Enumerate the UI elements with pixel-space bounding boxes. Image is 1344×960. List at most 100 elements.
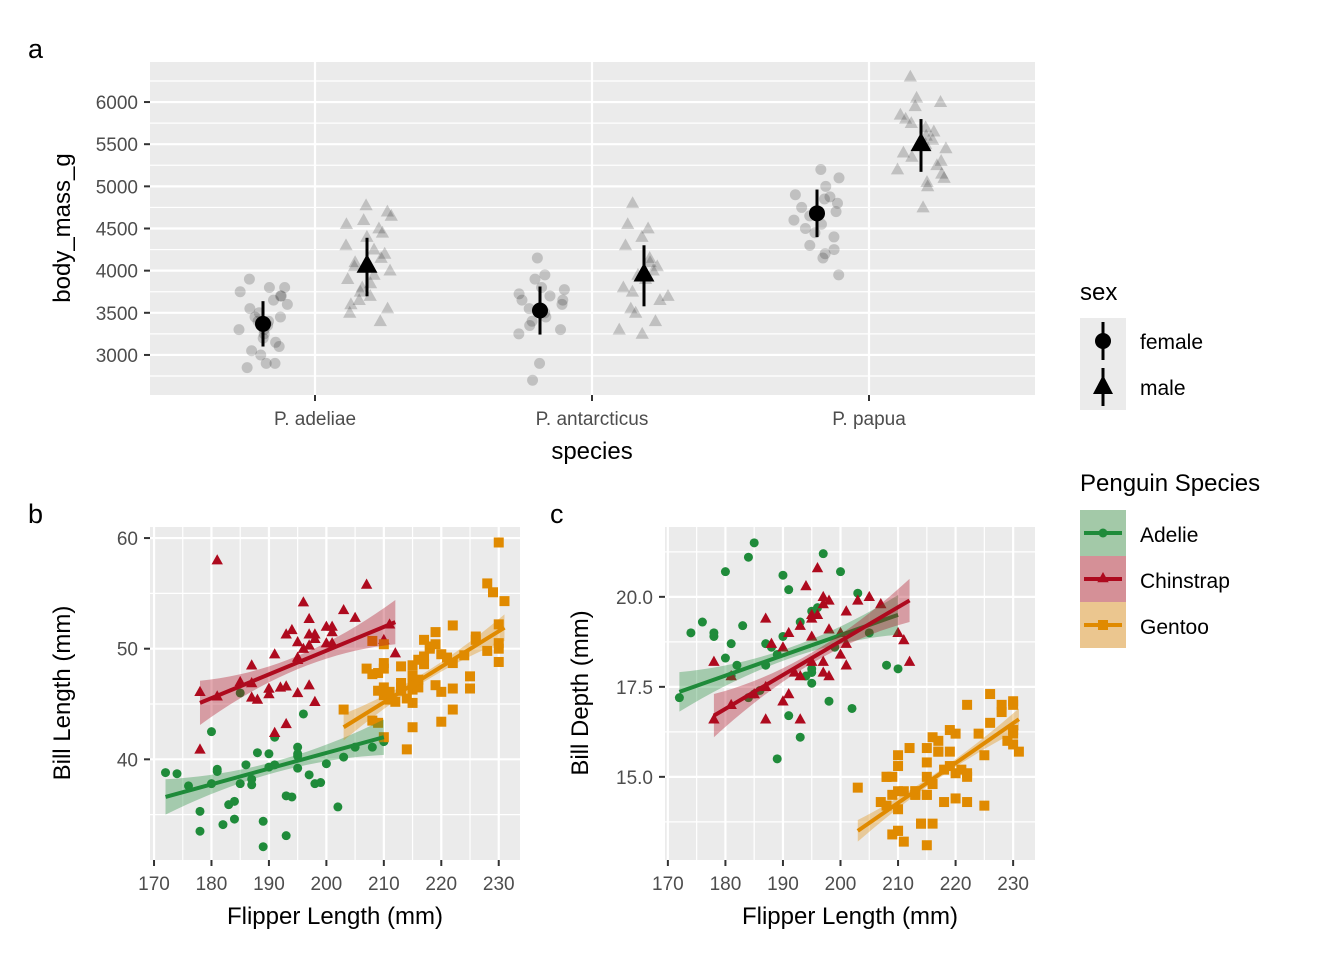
legend-key-square-icon xyxy=(1098,620,1108,630)
data-point-gentoo xyxy=(875,797,886,808)
data-point-chinstrap xyxy=(303,679,315,690)
panel-tag-b: b xyxy=(28,499,43,529)
data-point-adelie xyxy=(778,570,788,580)
data-point-gentoo xyxy=(419,659,430,670)
data-point-female xyxy=(558,284,570,296)
data-point-female xyxy=(274,311,286,323)
data-point-male xyxy=(348,255,362,268)
mean-marker-female xyxy=(255,315,271,332)
data-point-adelie xyxy=(784,585,794,595)
data-point-adelie xyxy=(726,639,736,649)
data-point-male xyxy=(629,305,643,318)
data-point-gentoo xyxy=(373,685,384,696)
data-point-gentoo xyxy=(893,825,904,836)
data-point-chinstrap xyxy=(280,717,292,729)
data-point-gentoo xyxy=(493,537,504,548)
data-point-gentoo xyxy=(985,717,996,728)
data-point-male xyxy=(643,251,657,263)
data-point-adelie xyxy=(732,660,742,670)
data-point-female xyxy=(817,252,829,264)
data-point-male xyxy=(359,198,373,211)
data-point-male xyxy=(903,69,917,82)
data-point-adelie xyxy=(836,567,846,577)
data-point-gentoo xyxy=(436,649,447,660)
data-point-adelie xyxy=(367,742,377,752)
data-point-adelie xyxy=(172,769,182,779)
data-point-male xyxy=(625,196,640,209)
data-point-gentoo xyxy=(442,652,453,663)
data-point-female xyxy=(281,298,293,310)
data-point-adelie xyxy=(212,766,222,776)
data-point-adelie xyxy=(743,552,753,562)
data-point-adelie xyxy=(161,768,171,778)
data-point-gentoo xyxy=(493,638,504,649)
data-point-chinstrap xyxy=(280,680,292,691)
data-point-adelie xyxy=(772,754,782,764)
data-point-chinstrap xyxy=(783,688,795,699)
y-tick-label: 4500 xyxy=(96,220,138,241)
data-point-gentoo xyxy=(852,782,863,793)
data-point-chinstrap xyxy=(268,648,281,659)
data-point-adelie xyxy=(195,806,205,816)
y-tick-label: 3000 xyxy=(96,346,138,367)
data-point-gentoo xyxy=(950,768,961,779)
data-point-male xyxy=(643,255,657,268)
data-point-gentoo xyxy=(898,786,909,797)
legend-key-circle-icon xyxy=(1098,528,1108,538)
data-point-chinstrap xyxy=(360,578,373,589)
data-point-adelie xyxy=(258,816,268,826)
x-tick-label: 200 xyxy=(825,874,857,895)
data-point-gentoo xyxy=(459,650,470,661)
sex-legend-title: sex xyxy=(1080,279,1117,306)
data-point-gentoo xyxy=(927,779,938,790)
data-point-gentoo xyxy=(1013,746,1024,757)
data-point-male xyxy=(357,213,371,225)
data-point-gentoo xyxy=(887,789,898,800)
data-point-chinstrap xyxy=(811,562,824,573)
species-legend: Penguin Species Adelie Chinstrap Gentoo xyxy=(1080,470,1260,648)
data-point-female xyxy=(815,163,827,175)
data-point-gentoo xyxy=(921,743,932,754)
data-point-male xyxy=(648,314,663,327)
data-point-adelie xyxy=(235,688,245,698)
data-point-gentoo xyxy=(384,686,395,697)
data-point-adelie xyxy=(818,549,828,559)
data-point-chinstrap xyxy=(817,666,829,677)
data-point-female xyxy=(241,362,253,374)
data-point-chinstrap xyxy=(817,655,829,666)
data-point-adelie xyxy=(674,693,684,703)
data-point-gentoo xyxy=(378,663,389,674)
data-point-female xyxy=(263,282,275,294)
data-point-female xyxy=(234,286,246,298)
legend-label-male: male xyxy=(1140,377,1186,400)
mean-marker-male xyxy=(633,262,655,282)
data-point-female xyxy=(819,248,831,260)
data-point-chinstrap xyxy=(291,636,304,647)
data-point-male xyxy=(905,149,919,162)
data-point-female xyxy=(246,345,258,357)
data-point-chinstrap xyxy=(326,626,338,637)
data-point-female xyxy=(824,191,836,203)
data-point-gentoo xyxy=(893,750,904,761)
data-point-female xyxy=(526,315,538,327)
data-point-female xyxy=(799,223,811,234)
data-point-female xyxy=(820,180,832,192)
x-tick-label: 170 xyxy=(138,874,170,895)
data-point-male xyxy=(343,305,357,318)
data-point-male xyxy=(363,288,377,301)
data-point-gentoo xyxy=(933,746,944,757)
data-point-adelie xyxy=(195,826,205,836)
regression-line-chinstrap xyxy=(199,620,397,705)
data-point-gentoo xyxy=(962,699,973,710)
data-point-gentoo xyxy=(921,789,932,800)
mean-marker-male xyxy=(910,132,932,152)
data-point-gentoo xyxy=(401,744,412,755)
legend-key-triangle-icon xyxy=(1097,572,1109,583)
data-point-adelie xyxy=(293,763,303,773)
species-legend-title: Penguin Species xyxy=(1080,470,1260,497)
data-point-female xyxy=(233,324,245,336)
data-point-chinstrap xyxy=(806,608,818,620)
legend-label-gentoo: Gentoo xyxy=(1140,616,1209,639)
data-point-gentoo xyxy=(487,587,498,598)
data-point-male xyxy=(618,238,633,251)
